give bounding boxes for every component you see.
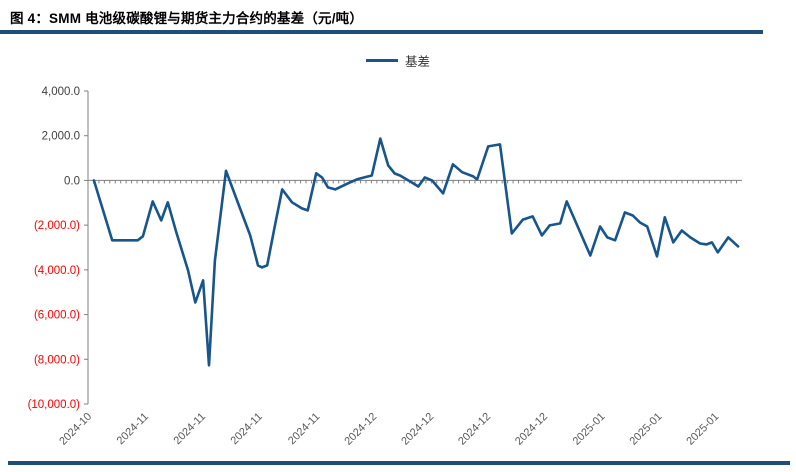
figure-title: 图 4：SMM 电池级碳酸锂与期货主力合约的基差（元/吨） [10, 11, 364, 26]
legend-label: 基差 [404, 55, 430, 69]
x-axis-label: 2025-01 [627, 411, 664, 448]
x-axis-label: 2024-12 [513, 411, 550, 448]
x-axis-label: 2025-01 [684, 411, 721, 448]
y-axis-label: 4,000.0 [42, 86, 80, 98]
y-axis-label: (2,000.0) [34, 220, 80, 232]
x-axis-label: 2024-11 [115, 411, 151, 447]
x-axis-label: 2025-01 [571, 411, 608, 448]
basis-series-line [92, 137, 740, 367]
y-axis-label: (10,000.0) [28, 399, 81, 411]
x-axis-label: 2024-11 [228, 411, 264, 447]
x-axis-label: 2024-11 [286, 411, 322, 447]
legend-line-swatch [365, 59, 398, 62]
y-axis-label: (8,000.0) [34, 354, 80, 366]
x-axis-label: 2024-11 [172, 411, 208, 447]
title-rule [0, 30, 763, 34]
x-axis-label: 2024-12 [456, 411, 493, 448]
y-axis-label: (6,000.0) [34, 310, 80, 322]
y-axis-label: (4,000.0) [34, 265, 80, 277]
x-axis-label: 2024-10 [57, 411, 94, 448]
x-axis-label: 2024-12 [342, 411, 379, 448]
y-axis-label: 2,000.0 [42, 131, 80, 143]
x-axis-label: 2024-12 [399, 411, 436, 448]
chart-legend: 基差 [0, 51, 796, 70]
y-axis-label: 0.0 [64, 175, 80, 187]
bottom-rule [8, 461, 790, 465]
basis-line-chart: 4,000.0 2,000.0 0.0 (2,000.0) (4,000.0) (6,00… [28, 86, 742, 448]
